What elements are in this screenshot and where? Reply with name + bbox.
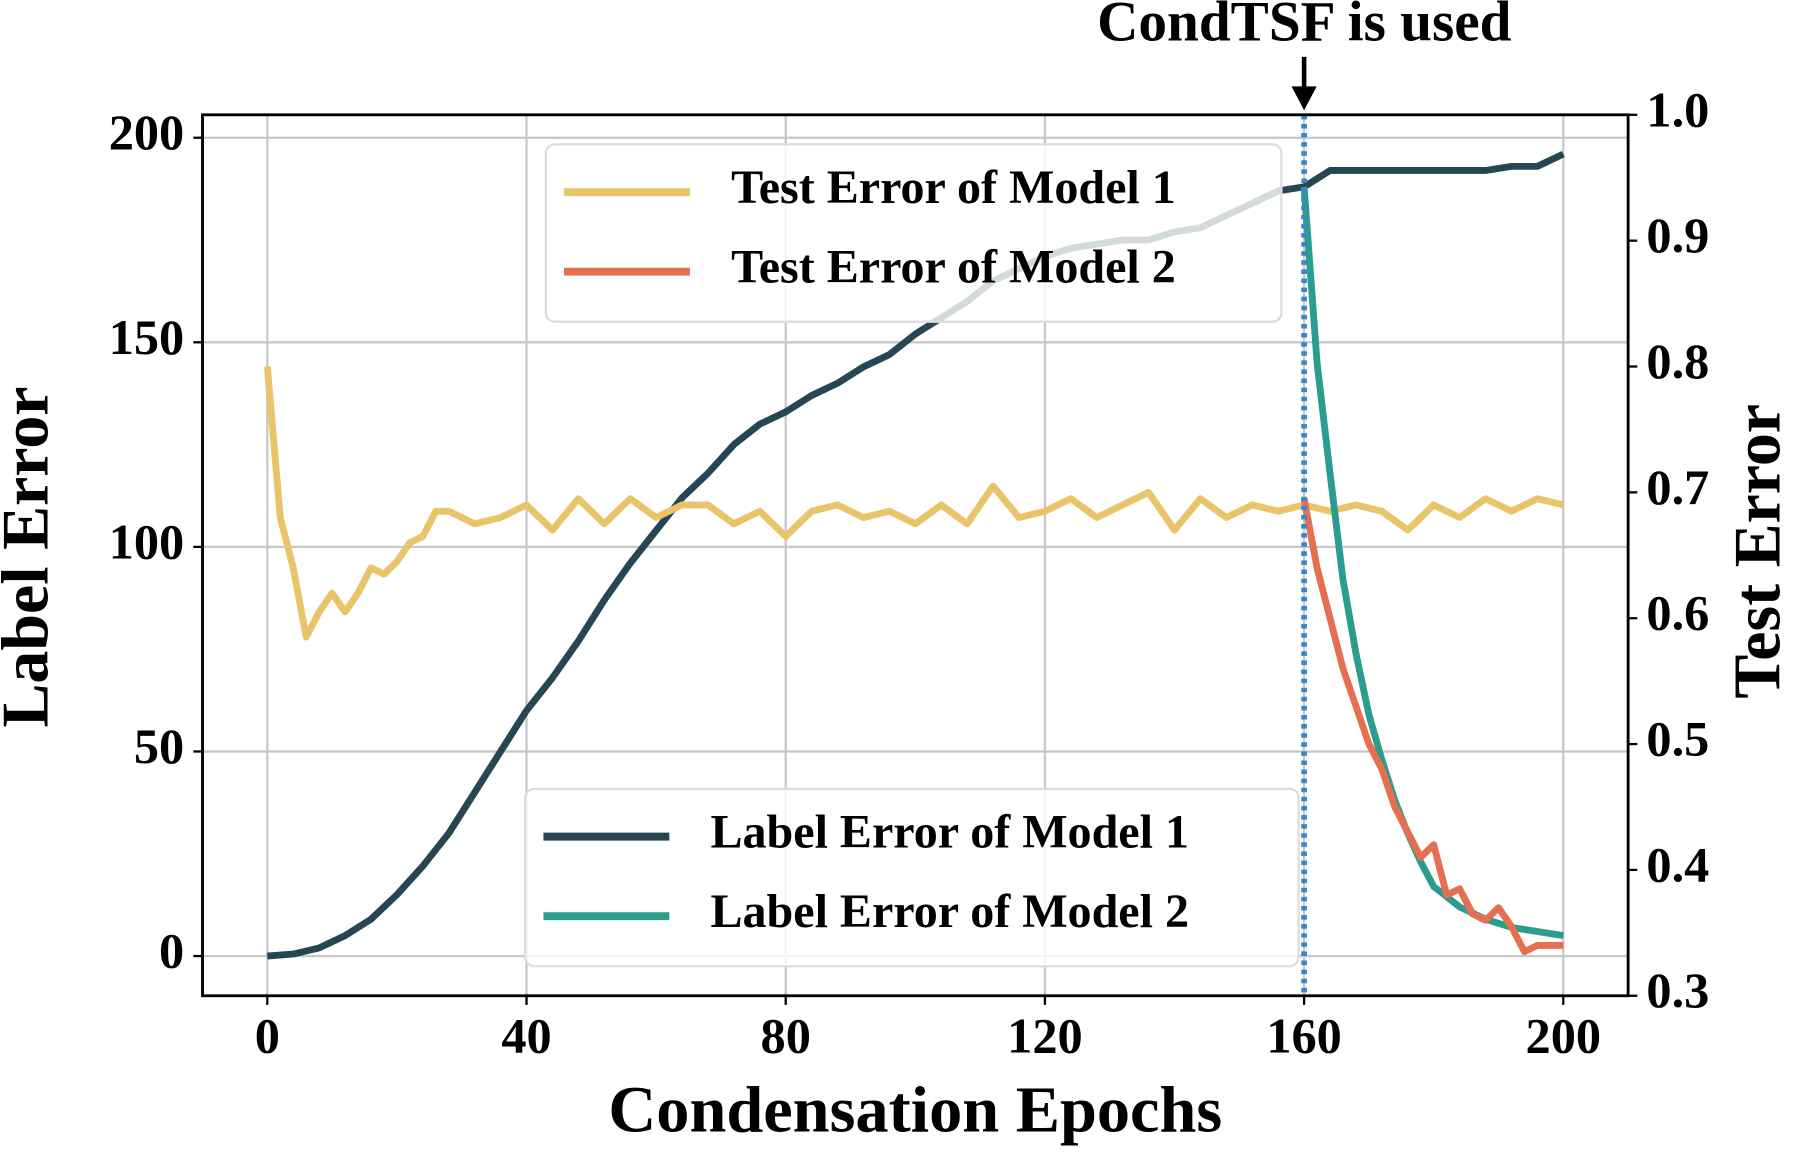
line-series [263,366,1565,641]
y2-tick-label: 0.5 [1646,711,1709,767]
x-tick-label: 160 [1266,1008,1341,1064]
y2-tick-label: 0.4 [1646,837,1709,893]
x-tick-label: 40 [501,1008,551,1064]
legend-label: Test Error of Model 1 [731,161,1176,214]
y2-tick-label: 0.7 [1646,459,1709,515]
y-tick-label: 100 [109,514,184,570]
x-tick-label: 80 [761,1008,811,1064]
x-tick-label: 120 [1007,1008,1082,1064]
legend-box [524,787,1300,968]
y-tick-label: 50 [134,718,184,774]
y2-tick-label: 0.3 [1646,962,1709,1018]
x-tick-label: 200 [1526,1008,1601,1064]
annotation-arrowhead [1291,86,1317,111]
annotation: CondTSF is used [1097,0,1512,53]
line-series [1300,498,1564,956]
line-series [267,151,1565,960]
plot-frame [201,113,1630,998]
y-axis-label: Label Error [0,386,62,727]
y-tick-label: 150 [109,309,184,365]
x-tick-label: 0 [255,1008,280,1064]
legend-label: Label Error of Model 1 [711,806,1189,859]
y-tick-label: 200 [109,104,184,160]
legend-box [544,143,1283,323]
y2-tick-label: 0.6 [1646,585,1709,641]
y2-tick-label: 0.8 [1646,333,1709,389]
y2-tick-label: 1.0 [1646,81,1709,137]
legend-label: Test Error of Model 2 [731,241,1176,294]
y-tick-label: 0 [159,923,184,979]
y2-tick-label: 0.9 [1646,207,1709,263]
y2-axis-label: Test Error [1721,404,1794,699]
legend-label: Label Error of Model 2 [711,885,1189,938]
line-series [1300,186,1564,939]
x-axis-label: Condensation Epochs [608,1074,1222,1147]
